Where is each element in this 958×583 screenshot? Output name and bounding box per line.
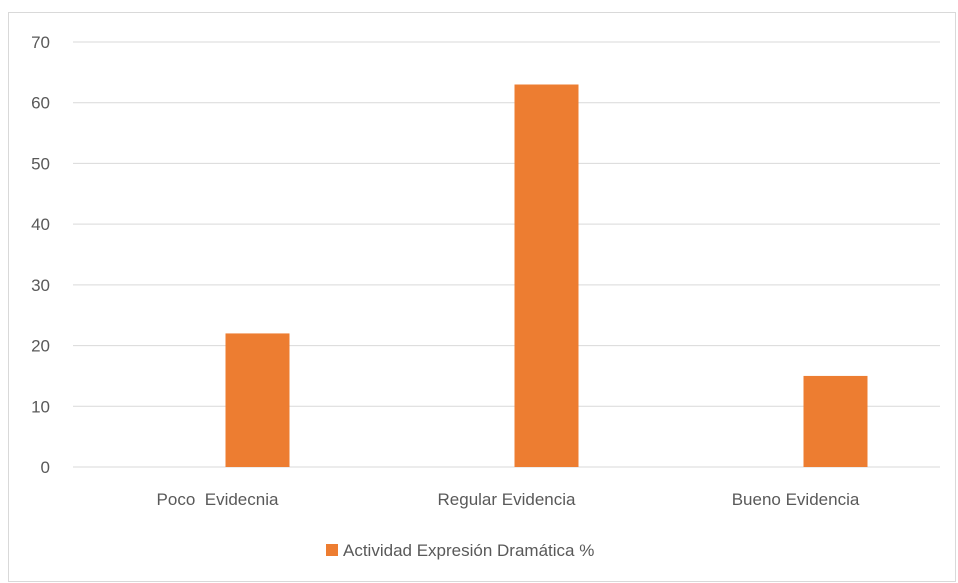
legend-swatch	[326, 544, 338, 556]
y-axis-tick-labels: 0 10 20 30 40 50 60 70	[31, 33, 50, 477]
x-axis-tick-labels: Poco Evidecnia Regular Evidencia Bueno Evi…	[157, 490, 860, 509]
bar-2	[514, 84, 579, 467]
y-tick-label: 0	[41, 458, 50, 477]
x-tick-label: Poco Evidecnia	[157, 490, 279, 509]
bar-3	[803, 375, 868, 467]
x-tick-label: Bueno Evidencia	[732, 490, 860, 509]
bar-1	[225, 333, 290, 467]
y-tick-label: 70	[31, 33, 50, 52]
y-tick-label: 30	[31, 276, 50, 295]
y-tick-label: 40	[31, 215, 50, 234]
bars	[225, 84, 868, 467]
legend-label: Actividad Expresión Dramática %	[343, 541, 594, 560]
y-tick-label: 20	[31, 337, 50, 356]
x-tick-label: Regular Evidencia	[438, 490, 577, 509]
y-tick-label: 60	[31, 94, 50, 113]
y-tick-label: 10	[31, 397, 50, 416]
y-tick-label: 50	[31, 154, 50, 173]
legend: Actividad Expresión Dramática %	[326, 541, 594, 560]
chart-frame	[8, 12, 956, 582]
gridlines	[73, 41, 940, 468]
